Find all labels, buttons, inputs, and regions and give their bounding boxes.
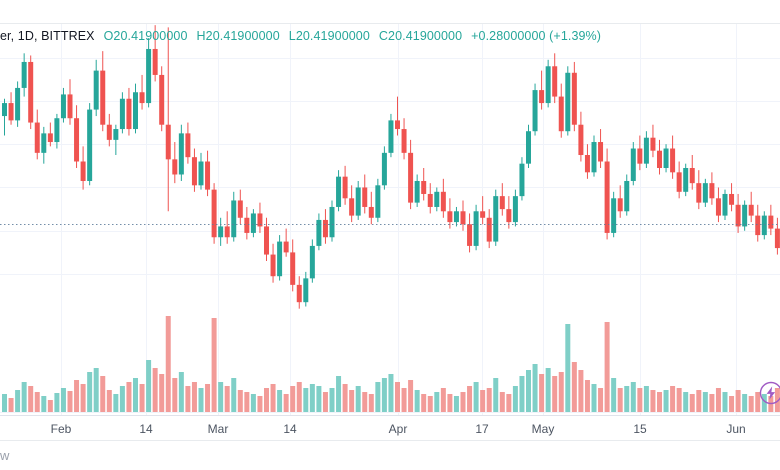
time-axis-tick: Feb	[50, 422, 72, 436]
current-price-line	[0, 224, 780, 225]
time-axis-tick: 15	[633, 422, 647, 436]
volume-series	[2, 316, 780, 412]
time-axis-tick: Apr	[388, 422, 408, 436]
lightning-bolt-badge-icon[interactable]	[759, 381, 780, 405]
time-axis-tick: Mar	[207, 422, 229, 436]
clipped-footer-text: w	[0, 448, 10, 463]
time-axis-tick: May	[531, 422, 555, 436]
time-axis-tick: Jun	[726, 422, 746, 436]
plot-top-divider	[0, 23, 780, 24]
candlestick-series	[2, 25, 780, 309]
time-axis-tick: 14	[283, 422, 297, 436]
time-axis[interactable]: Feb 14 Mar 14 Apr 17 May 15 Jun	[0, 415, 780, 442]
time-axis-tick: 14	[139, 422, 153, 436]
plot-area[interactable]	[0, 23, 780, 415]
time-axis-bottom-divider	[0, 440, 780, 441]
time-axis-tick: 17	[475, 422, 489, 436]
